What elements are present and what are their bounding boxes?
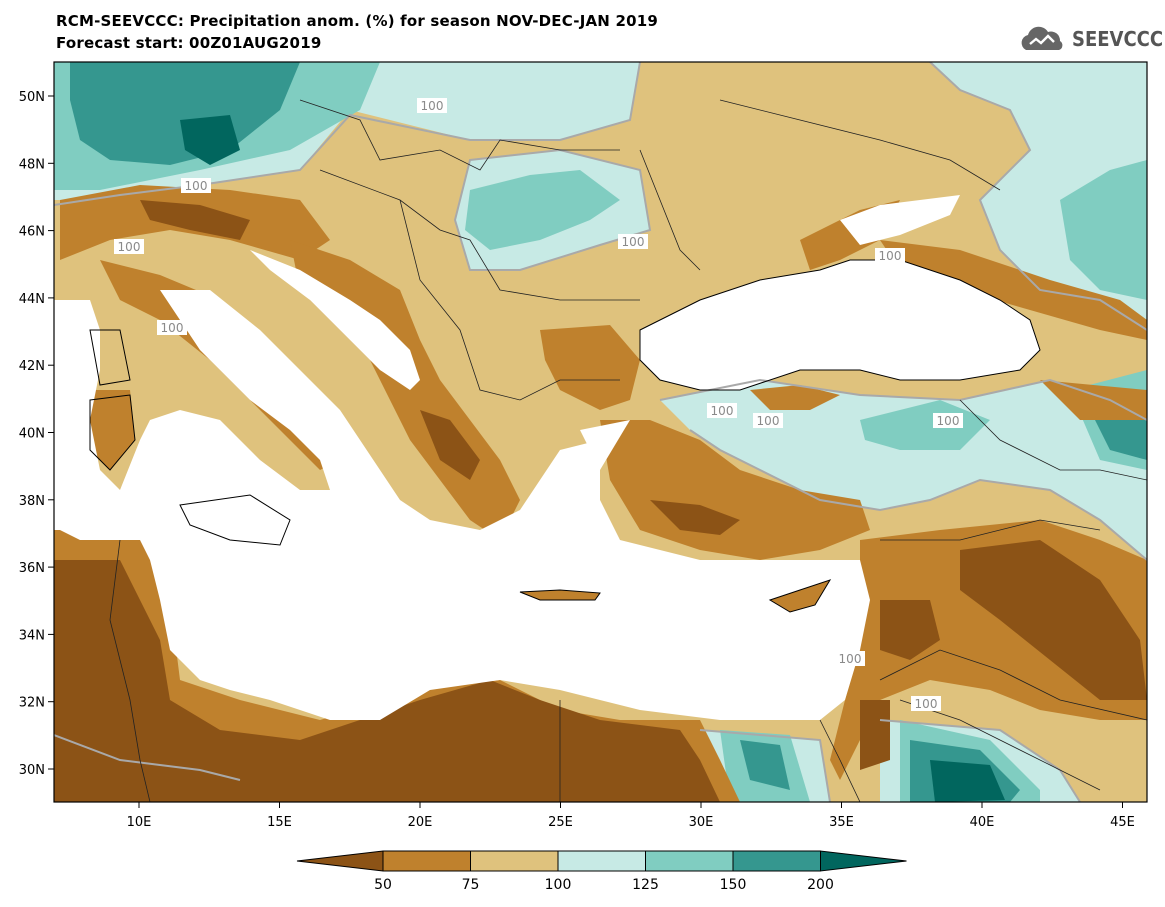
- lat-tick-label: 30N: [19, 763, 45, 778]
- logo-text: SEEVCCC: [1072, 27, 1164, 51]
- field-125-150-turkey: [860, 400, 990, 450]
- colorbar-segment: [732, 850, 821, 872]
- lon-tick-label: 25E: [548, 815, 573, 830]
- field-50-75-georgia: [1040, 380, 1147, 420]
- field-50-75-sardinia: [90, 390, 135, 470]
- lat-tick-label: 44N: [19, 292, 45, 307]
- field-lt50-alps: [140, 200, 250, 240]
- colorbar-label: 75: [462, 877, 480, 893]
- black-sea-mask: [640, 260, 1040, 390]
- seevccc-logo: SEEVCCC: [1016, 22, 1163, 56]
- contour-label-bg: [753, 413, 783, 428]
- adriatic-sea-mask: [250, 250, 420, 390]
- colorbar-segment: [382, 850, 471, 872]
- contour-label-bg: [835, 651, 865, 666]
- field-50-75-bulgaria: [540, 325, 640, 410]
- contour-label: 100: [915, 697, 938, 711]
- contour-label-bg: [417, 98, 447, 113]
- field-125-150-romania: [465, 170, 620, 250]
- longitude-ticks: 10E 15E 20E 25E 30E 35E 40E 45E: [127, 802, 1135, 830]
- colorbar-label: 150: [720, 877, 747, 893]
- field-50-75-caucasus-north: [880, 240, 1147, 340]
- contour-label-bg: [911, 696, 941, 711]
- field-lt50-lebanon: [880, 600, 940, 660]
- lon-tick-label: 40E: [970, 815, 995, 830]
- cyprus-island: [770, 580, 830, 612]
- lon-tick-label: 30E: [689, 815, 714, 830]
- lat-tick-label: 48N: [19, 157, 45, 172]
- lat-tick-label: 42N: [19, 359, 45, 374]
- colorbar-segment: [557, 850, 646, 872]
- contour-label: 100: [185, 179, 208, 193]
- field-150-200-alps: [70, 62, 300, 165]
- field-50-75-anatolia: [600, 420, 870, 560]
- contour-label: 100: [711, 404, 734, 418]
- contour-label: 100: [118, 240, 141, 254]
- colorbar-upper-arrow: [820, 850, 907, 872]
- colorbar-label: 50: [374, 877, 392, 893]
- aegean-sea-mask: [580, 420, 630, 470]
- lat-tick-label: 32N: [19, 696, 45, 711]
- anomaly-field: [54, 62, 1147, 802]
- colorbar-label: 200: [807, 877, 834, 893]
- colorbar-label: 125: [632, 877, 659, 893]
- lon-tick-label: 45E: [1110, 815, 1135, 830]
- contour-label-bg: [933, 413, 963, 428]
- field-150-200-sinai: [740, 740, 790, 790]
- lon-tick-label: 20E: [408, 815, 433, 830]
- lat-tick-label: 50N: [19, 90, 45, 105]
- lat-tick-label: 34N: [19, 628, 45, 643]
- colorbar-label: 100: [545, 877, 572, 893]
- latitude-ticks: 50N 48N 46N 44N 42N 40N 38N 36N 34N 32N 30N: [19, 90, 54, 778]
- field-lt50-albania: [420, 410, 480, 480]
- lon-tick-label: 35E: [829, 815, 854, 830]
- contour-labels: 100 100 100 100 100 100 100 100 100 100 100: [114, 98, 963, 711]
- contour-label-bg: [114, 239, 144, 254]
- colorbar: 50 75 100 125 150 200: [296, 850, 907, 893]
- field-lt50-jordan: [860, 700, 890, 770]
- lon-tick-label: 15E: [267, 815, 292, 830]
- field-lt50-taurus: [650, 500, 740, 535]
- contour-label-bg: [875, 248, 905, 263]
- contour-label-bg: [707, 403, 737, 418]
- crete-island: [520, 590, 600, 600]
- country-borders: [109, 99, 1147, 802]
- colorbar-lower-arrow: [296, 850, 384, 872]
- contour-label: 100: [839, 652, 862, 666]
- mediterranean-sea-mask: [54, 290, 870, 720]
- field-50-75-central-turkey: [750, 385, 840, 410]
- lat-tick-label: 40N: [19, 427, 45, 442]
- colorbar-segment: [470, 850, 559, 872]
- contour-label: 100: [937, 414, 960, 428]
- lat-tick-label: 36N: [19, 561, 45, 576]
- coastlines: [89, 259, 1041, 613]
- chart-title: RCM-SEEVCCC: Precipitation anom. (%) for…: [56, 12, 659, 30]
- lat-tick-label: 46N: [19, 225, 45, 240]
- contour-label-bg: [618, 234, 648, 249]
- sea-of-azov-mask: [840, 195, 960, 245]
- contour-label: 100: [757, 414, 780, 428]
- contour-label-bg: [157, 320, 187, 335]
- contour-100-lines: [54, 62, 1147, 802]
- colorbar-segment: [645, 850, 734, 872]
- field-lt50-north-africa: [54, 560, 720, 802]
- contour-label: 100: [879, 249, 902, 263]
- contour-label: 100: [161, 321, 184, 335]
- field-gt200-arabia: [930, 760, 1005, 802]
- lon-tick-label: 10E: [127, 815, 152, 830]
- forecast-start-label: Forecast start: 00Z01AUG2019: [56, 34, 322, 52]
- lat-tick-label: 38N: [19, 494, 45, 509]
- contour-label: 100: [622, 235, 645, 249]
- field-lt50-syria: [960, 540, 1147, 700]
- cloud-icon: [1021, 26, 1063, 50]
- field-gt200-bohemia: [180, 115, 240, 165]
- contour-label: 100: [421, 99, 444, 113]
- contour-label-bg: [181, 178, 211, 193]
- field-125-150-ne: [1060, 160, 1147, 300]
